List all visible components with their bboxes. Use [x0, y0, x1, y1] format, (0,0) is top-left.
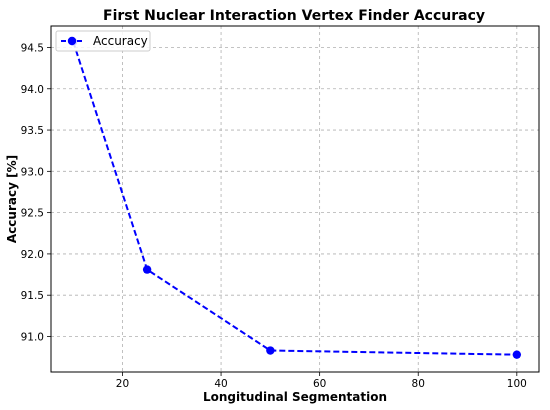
x-tick-label: 40 — [214, 378, 227, 390]
series-line-accuracy — [72, 41, 517, 356]
ticks: 20 40 60 80 100 91.0 91.5 92.0 92.5 93.0 93.5 94.0 9… — [21, 42, 527, 390]
y-tick-label: 93.0 — [21, 166, 44, 178]
x-tick-label: 20 — [116, 378, 129, 390]
series-layer — [68, 37, 522, 359]
y-tick-label: 92.0 — [21, 249, 44, 261]
legend-marker — [67, 36, 77, 46]
y-axis-label: Accuracy [%] — [5, 155, 19, 243]
y-tick-label: 94.0 — [21, 84, 44, 96]
x-tick-label: 100 — [507, 378, 527, 390]
data-point — [142, 265, 152, 274]
y-tick-label: 91.5 — [21, 290, 44, 302]
plot-frame — [50, 25, 540, 373]
data-point — [266, 346, 275, 355]
y-tick-label: 92.5 — [21, 208, 44, 220]
y-tick-label: 94.5 — [21, 42, 44, 54]
legend: Accuracy — [55, 30, 151, 52]
y-tick-label: 91.0 — [21, 331, 44, 343]
x-tick-label: 60 — [313, 378, 326, 390]
data-point — [512, 350, 522, 359]
x-axis-label: Longitudinal Segmentation — [203, 390, 387, 404]
x-tick-label: 80 — [412, 378, 425, 390]
grid — [51, 26, 539, 372]
chart-title: First Nuclear Interaction Vertex Finder … — [103, 8, 485, 24]
y-tick-label: 93.5 — [21, 125, 44, 137]
legend-box — [55, 30, 151, 52]
legend-label: Accuracy — [93, 34, 148, 48]
